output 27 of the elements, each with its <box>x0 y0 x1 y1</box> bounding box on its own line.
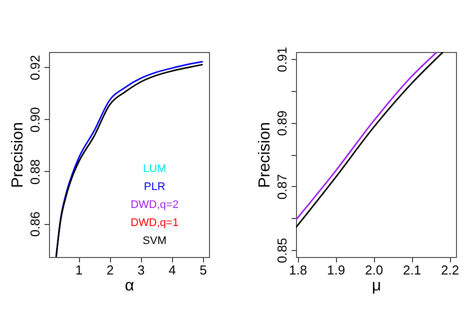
y-axis-title: Precision <box>256 122 274 188</box>
y-tick-label: 0.90 <box>28 107 42 132</box>
y-tick-label: 0.86 <box>28 211 42 237</box>
x-tick-label: 1.8 <box>288 262 308 278</box>
y-tick-label: 0.91 <box>274 46 290 72</box>
legend-label: DWD,q=1 <box>130 217 179 229</box>
text: SVM <box>142 235 167 247</box>
x-tick-label: 5 <box>200 262 207 278</box>
text: PLR <box>144 181 166 193</box>
y-axis-title: Precision <box>10 122 26 188</box>
y-tick-label: 0.89 <box>274 110 290 136</box>
x-tick-label: 2.0 <box>364 262 384 278</box>
x-tick-label: 2.2 <box>441 262 460 278</box>
x-tick-label: 2 <box>106 262 114 278</box>
legend-label: LUM <box>142 163 166 175</box>
y-tick-label: 0.87 <box>274 174 290 200</box>
y-tick-label: 0.88 <box>28 159 42 185</box>
x-tick-label: 3 <box>138 262 145 278</box>
x-tick-label: 2.1 <box>402 262 422 278</box>
legend-label: DWD,q=2 <box>130 199 179 211</box>
x-tick-label: 1 <box>75 262 83 278</box>
x-axis-title: α <box>124 278 134 294</box>
x-tick-label: 4 <box>168 262 176 278</box>
x-axis-title: μ <box>372 278 382 294</box>
x-tick-label: 1.9 <box>326 262 346 278</box>
y-tick-label: 0.85 <box>274 238 290 264</box>
y-tick-label: 0.92 <box>28 54 42 80</box>
